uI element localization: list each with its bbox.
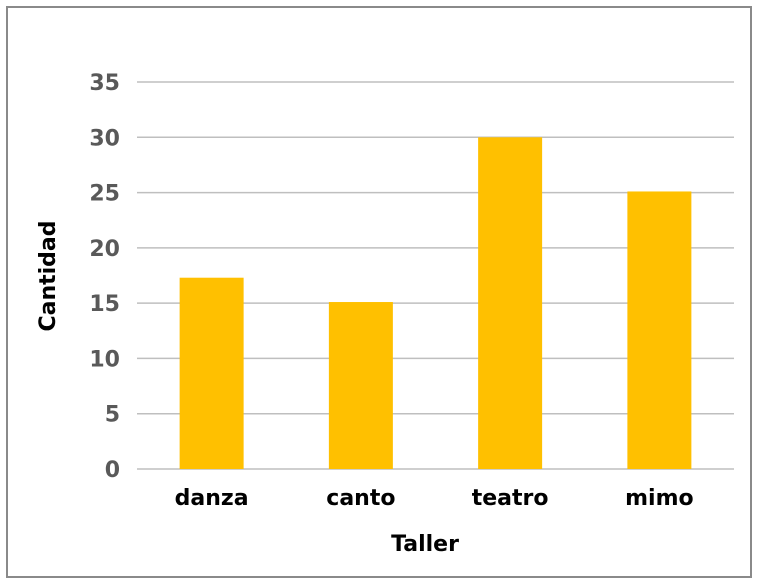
- y-tick-label: 10: [89, 347, 120, 372]
- x-tick-label: danza: [175, 486, 249, 511]
- x-axis-ticks: danza canto teatro mimo: [175, 486, 694, 511]
- y-tick-label: 0: [105, 458, 120, 483]
- bar-canto: [328, 302, 393, 469]
- y-axis-title: Cantidad: [36, 220, 61, 331]
- x-axis-title: Taller: [391, 532, 459, 557]
- x-tick-label: canto: [326, 486, 395, 511]
- x-tick-label: mimo: [625, 486, 694, 511]
- y-tick-label: 20: [89, 237, 120, 262]
- y-tick-label: 15: [89, 292, 120, 317]
- y-tick-label: 5: [105, 403, 120, 428]
- y-tick-label: 30: [89, 126, 120, 151]
- x-tick-label: teatro: [472, 486, 549, 511]
- bar-mimo: [627, 191, 692, 470]
- bars: [179, 137, 692, 470]
- y-tick-label: 35: [89, 71, 120, 96]
- y-axis-ticks: 0 5 10 15 20 25 30 35: [89, 71, 120, 483]
- y-tick-label: 25: [89, 182, 120, 207]
- bar-teatro: [478, 137, 543, 470]
- bar-danza: [179, 277, 244, 469]
